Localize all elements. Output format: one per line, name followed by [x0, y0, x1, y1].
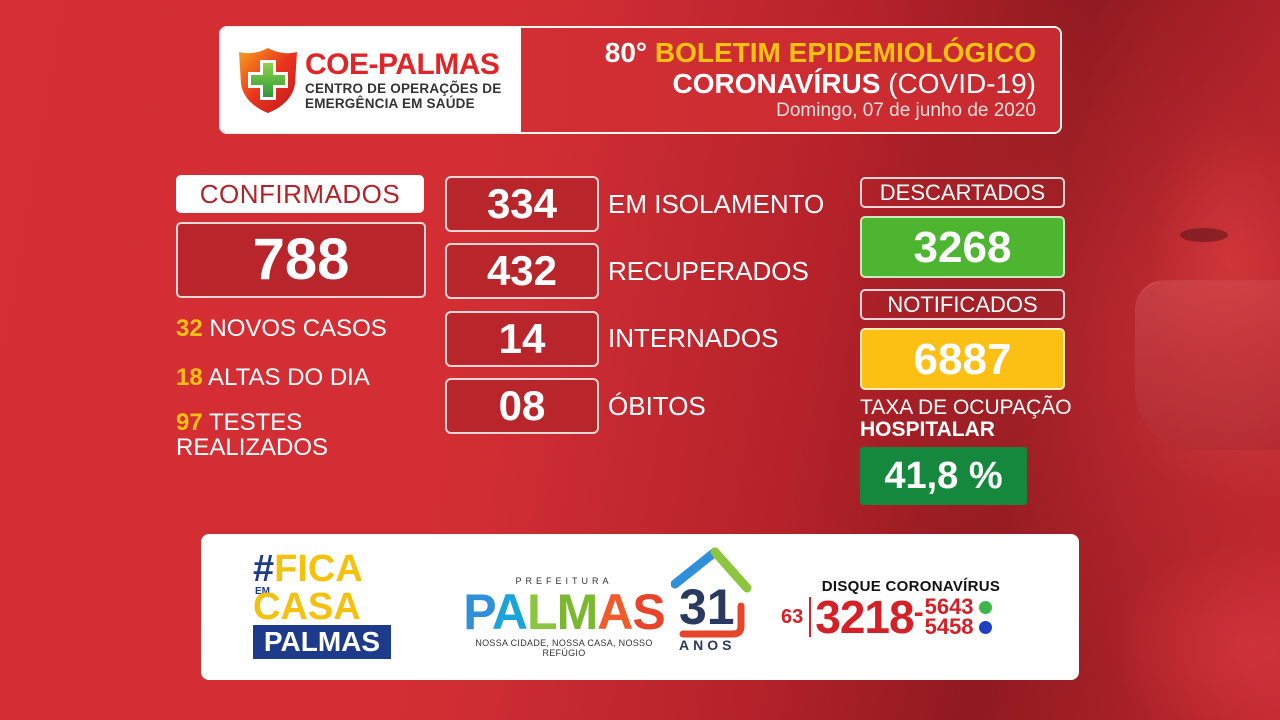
prefeitura-label: PREFEITURA: [515, 576, 613, 586]
novos-casos-value: 32: [176, 315, 203, 342]
bulletin-title: 80° BOLETIM EPIDEMIOLÓGICO CORONAVÍRUS (…: [521, 28, 1060, 132]
internados-label: INTERNADOS: [608, 323, 779, 353]
bulletin-label: BOLETIM EPIDEMIOLÓGICO: [654, 37, 1036, 68]
svg-text:31: 31: [679, 579, 735, 635]
phone-separator: [809, 597, 812, 637]
obitos-value: 08: [445, 378, 599, 434]
altas-do-dia: 18 ALTAS DO DIA: [176, 365, 370, 390]
prefeitura-palmas-logo: PREFEITURA PALMAS NOSSA CIDADE, NOSSA CA…: [459, 576, 669, 658]
edition-number: 80°: [604, 37, 648, 68]
palmas-letter: A: [597, 584, 633, 640]
ocupacao-label: TAXA DE OCUPAÇÃO HOSPITALAR: [860, 397, 1072, 441]
palmas-letter: M: [556, 584, 599, 640]
altas-value: 18: [176, 364, 203, 391]
fica-casa: CASA: [253, 586, 361, 628]
header-banner: COE-PALMAS CENTRO DE OPERAÇÕES DE EMERGÊ…: [219, 26, 1062, 134]
fica-word: FICA: [274, 548, 363, 590]
palmas-letter: A: [491, 584, 528, 640]
logo-title: COE-PALMAS: [305, 48, 500, 81]
descartados-value: 3268: [860, 216, 1065, 278]
whatsapp-icon: [978, 600, 992, 614]
testes-value: 97: [176, 409, 203, 436]
isolamento-label: EM ISOLAMENTO: [608, 189, 825, 219]
isolamento-value: 334: [445, 176, 599, 232]
phone-number: 63 3218 - 5643 5458: [781, 591, 1031, 643]
prefeitura-tagline: NOSSA CIDADE, NOSSA CASA, NOSSO REFÚGIO: [475, 638, 653, 658]
internados-value: 14: [445, 311, 599, 367]
testes-label-2: REALIZADOS: [176, 434, 329, 461]
palmas-wordmark: PALMAS: [459, 586, 669, 638]
house-31-anos-icon: 31: [671, 547, 752, 638]
palmas-letter: S: [632, 584, 665, 640]
confirmados-label: CONFIRMADOS: [176, 175, 424, 213]
descartados-label: DESCARTADOS: [860, 177, 1065, 208]
testes-realizados: 97 TESTES REALIZADOS: [176, 410, 328, 460]
coe-palmas-logo: COE-PALMAS CENTRO DE OPERAÇÕES DE EMERGÊ…: [221, 28, 521, 132]
anos-label: ANOS: [679, 637, 736, 653]
testes-label: TESTES: [208, 409, 303, 436]
phone-ddd: 63: [781, 605, 804, 628]
phone-suffix-call: 5458: [924, 614, 974, 639]
fica-em: EM: [255, 586, 270, 597]
fica-palmas: PALMAS: [253, 625, 391, 659]
novos-casos-label: NOVOS CASOS: [209, 315, 387, 342]
novos-casos: 32 NOVOS CASOS: [176, 316, 387, 341]
confirmados-value: 788: [176, 222, 426, 298]
disque-title: DISQUE CORONAVÍRUS: [821, 578, 1001, 595]
phone-icon: [978, 620, 992, 634]
logo-subtitle-2: EMERGÊNCIA EM SAÚDE: [305, 96, 475, 111]
ocupacao-label-2: HOSPITALAR: [860, 418, 995, 441]
fica-hash: #: [253, 548, 275, 590]
notificados-label: NOTIFICADOS: [860, 289, 1065, 320]
phone-prefix: 3218: [815, 591, 914, 643]
notificados-value: 6887: [860, 328, 1065, 390]
disque-coronavirus: DISQUE CORONAVÍRUS 63 3218 - 5643 5458: [781, 578, 1031, 643]
obitos-label: ÓBITOS: [608, 391, 706, 421]
bulletin-date: Domingo, 07 de junho de 2020: [776, 100, 1036, 121]
background-person-eye: [1180, 228, 1228, 242]
palmas-letter: L: [527, 584, 558, 640]
logo-subtitle-1: CENTRO DE OPERAÇÕES DE: [305, 81, 502, 96]
phone-dash: -: [913, 596, 924, 629]
ocupacao-label-1: TAXA DE OCUPAÇÃO: [860, 396, 1072, 419]
recuperados-value: 432: [445, 243, 599, 299]
topic-light: (COVID-19): [888, 68, 1036, 99]
altas-label: ALTAS DO DIA: [208, 364, 370, 391]
topic-bold: CORONAVÍRUS: [672, 68, 881, 99]
footer-banner: #FICA EM CASA PALMAS PREFEITURA PALMAS N…: [201, 534, 1079, 680]
fica-em-casa-logo: #FICA EM CASA PALMAS: [253, 550, 393, 659]
shield-cross-icon: [239, 48, 297, 113]
recuperados-label: RECUPERADOS: [608, 256, 809, 286]
background-face-mask: [1135, 280, 1280, 450]
ocupacao-value: 41,8 %: [860, 447, 1027, 505]
phone-suffix-whatsapp: 5643: [924, 594, 974, 619]
palmas-letter: P: [463, 584, 493, 640]
